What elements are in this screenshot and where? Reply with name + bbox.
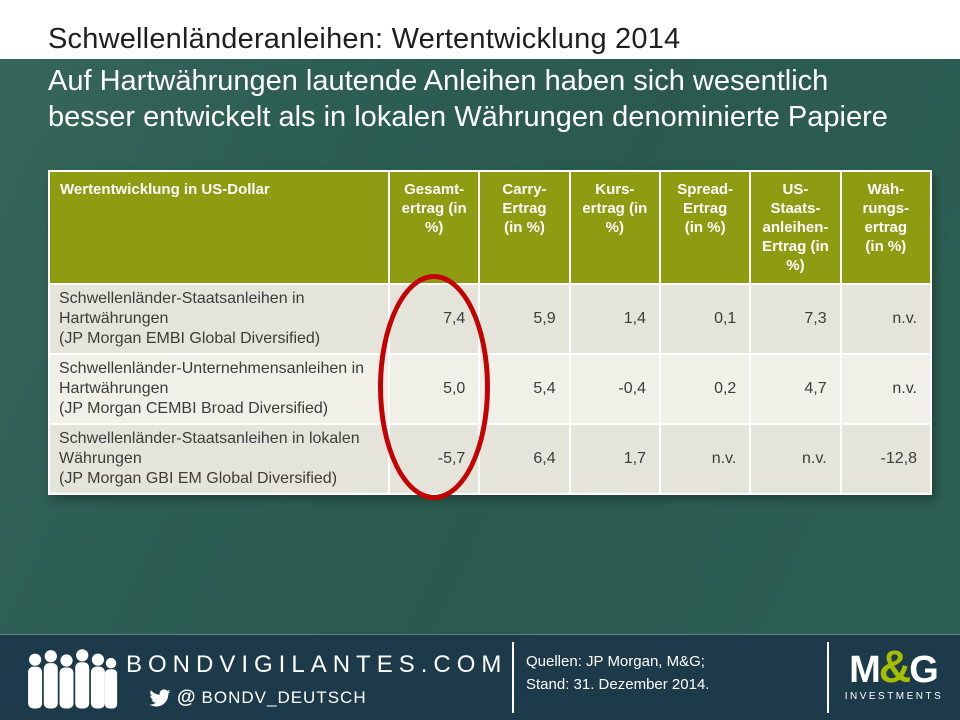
brand-logo-text: BONDVIGILANTES.COM <box>126 651 508 678</box>
value-cell: 0,2 <box>658 353 752 425</box>
value-cell: 1,7 <box>568 423 661 495</box>
sources-line2: Stand: 31. Dezember 2014. <box>526 676 710 693</box>
value-cell: 7,3 <box>749 283 842 355</box>
value-cell: -12,8 <box>839 423 933 495</box>
value-cell: 1,4 <box>568 283 661 355</box>
twitter-icon <box>149 688 171 706</box>
twitter-handle: BONDV_DEUTSCH <box>201 688 367 707</box>
slide-subtitle: Auf Hartwährungen lautende Anleihen habe… <box>48 65 888 133</box>
highlight-ellipse <box>378 274 490 500</box>
column-header-us-staatsanleihen: US- Staats- anleihen- Ertrag (in %) <box>749 170 842 285</box>
mg-logo: M&G INVESTMENTS <box>838 644 950 702</box>
row-label: Schwellenländer-Staatsanleihen in lokale… <box>48 423 390 495</box>
twitter-at: @ <box>177 687 196 708</box>
footer-divider <box>827 642 829 713</box>
value-cell: n.v. <box>658 423 752 495</box>
mg-logo-g: G <box>909 649 939 691</box>
mg-logo-investments: INVESTMENTS <box>844 691 944 702</box>
table-row: Schwellenländer-Staatsanleihen in lokale… <box>48 423 933 495</box>
table-row: Schwellenländer-Unternehmensanleihen in … <box>48 353 933 425</box>
page-title: Schwellenländeranleihen: Wertentwicklung… <box>48 23 681 55</box>
row-label: Schwellenländer-Staatsanleihen in Hartwä… <box>48 283 390 355</box>
crowd-icon <box>28 649 118 709</box>
column-header-kursertrag: Kurs- ertrag (in %) <box>568 170 661 285</box>
row-label: Schwellenländer-Unternehmensanleihen in … <box>48 353 390 425</box>
footer: BONDVIGILANTES.COM @ BONDV_DEUTSCH Quell… <box>0 634 960 720</box>
column-header-rowlabel: Wertentwicklung in US-Dollar <box>48 170 390 285</box>
value-cell: 5,9 <box>478 283 571 355</box>
footer-divider <box>512 642 514 713</box>
value-cell: n.v. <box>839 283 933 355</box>
value-cell: n.v. <box>749 423 842 495</box>
value-cell: 6,4 <box>478 423 571 495</box>
mg-logo-wordmark: M&G <box>838 644 950 691</box>
column-header-gesamtertrag: Gesamt- ertrag (in %) <box>387 170 481 285</box>
value-cell: n.v. <box>839 353 933 425</box>
mg-logo-ampersand: & <box>878 641 912 692</box>
value-cell: 4,7 <box>749 353 842 425</box>
value-cell: -0,4 <box>568 353 661 425</box>
sources-line1: Quellen: JP Morgan, M&G; <box>526 653 705 670</box>
performance-table: Wertentwicklung in US-Dollar Gesamt- ert… <box>48 170 933 495</box>
value-cell: 5,4 <box>478 353 571 425</box>
twitter-row: @ BONDV_DEUTSCH <box>148 687 367 709</box>
column-header-spread: Spread- Ertrag (in %) <box>658 170 752 285</box>
title-band <box>0 0 960 59</box>
column-header-carry: Carry- Ertrag (in %) <box>478 170 571 285</box>
table-row: Schwellenländer-Staatsanleihen in Hartwä… <box>48 283 933 355</box>
value-cell: 0,1 <box>658 283 752 355</box>
sources-text: Quellen: JP Morgan, M&G; Stand: 31. Deze… <box>526 650 709 696</box>
mg-logo-m: M <box>849 649 881 691</box>
column-header-waehrungsertrag: Wäh- rungs- ertrag (in %) <box>839 170 933 285</box>
table-header-row: Wertentwicklung in US-Dollar Gesamt- ert… <box>48 170 933 285</box>
